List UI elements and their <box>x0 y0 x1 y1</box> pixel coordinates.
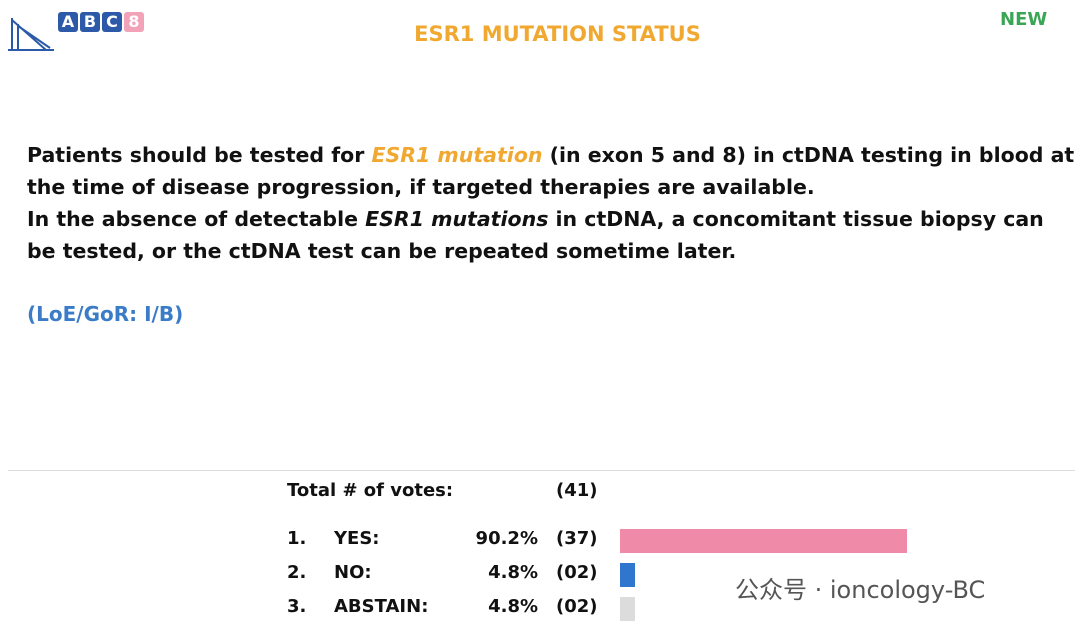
bar <box>620 563 636 587</box>
text: Patients should be tested for <box>27 143 372 167</box>
text: in ctDNA, a concomitant tissue biopsy ca… <box>27 207 1044 263</box>
row-number: 3. <box>287 596 307 617</box>
row-number: 2. <box>287 562 307 583</box>
percent: 4.8% <box>488 596 538 617</box>
row-number: 1. <box>287 528 307 549</box>
logo-letter: A <box>58 12 78 32</box>
paragraph: Patients should be tested for ESR1 mutat… <box>27 139 1077 203</box>
count: (02) <box>556 562 598 583</box>
percent: 4.8% <box>488 562 538 583</box>
emphasis: ESR1 mutation <box>371 143 543 167</box>
badge: NEW <box>1000 9 1048 30</box>
bar <box>620 597 636 621</box>
logo-letter: 8 <box>124 12 144 32</box>
total-count: (41) <box>556 480 598 501</box>
paragraph: In the absence of detectable ESR1 mutati… <box>27 203 1077 267</box>
count: (37) <box>556 528 598 549</box>
logo-letter: C <box>102 12 122 32</box>
title: ESR1 MUTATION STATUS <box>414 22 701 46</box>
count: (02) <box>556 596 598 617</box>
logo-letter: B <box>80 12 100 32</box>
statement: Patients should be tested for ESR1 mutat… <box>27 139 1077 267</box>
level-of-evidence: (LoE/GoR: I/B) <box>27 302 184 326</box>
logo-bridge <box>8 18 54 51</box>
bar <box>620 529 907 553</box>
option: YES: <box>334 528 380 549</box>
separator <box>8 470 1075 471</box>
total-label: Total # of votes: <box>287 480 454 501</box>
option: ABSTAIN: <box>334 596 429 617</box>
text: In the absence of detectable <box>27 207 366 231</box>
emphasis: ESR1 mutations <box>365 207 549 231</box>
percent: 90.2% <box>475 528 538 549</box>
watermark: 公众号 · ioncology-BC <box>735 576 986 604</box>
option: NO: <box>334 562 372 583</box>
text: (in exon 5 and 8) in ctDNA testing in bl… <box>27 143 1075 199</box>
